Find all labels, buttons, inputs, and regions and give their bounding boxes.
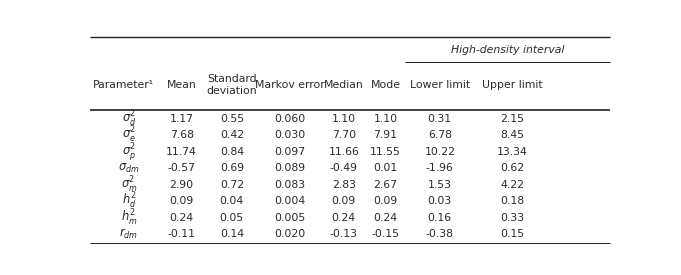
Text: 0.62: 0.62 [501, 163, 524, 173]
Text: $h_m^2$: $h_m^2$ [121, 208, 137, 228]
Text: 1.10: 1.10 [373, 114, 398, 123]
Text: 0.09: 0.09 [170, 196, 194, 206]
Text: 0.04: 0.04 [220, 196, 244, 206]
Text: 11.66: 11.66 [328, 147, 359, 157]
Text: 0.15: 0.15 [501, 229, 524, 239]
Text: 0.03: 0.03 [428, 196, 452, 206]
Text: Mode: Mode [370, 80, 400, 90]
Text: -0.11: -0.11 [168, 229, 195, 239]
Text: Parameter¹: Parameter¹ [93, 80, 154, 90]
Text: 2.90: 2.90 [170, 180, 194, 190]
Text: 7.68: 7.68 [170, 130, 193, 140]
Text: High-density interval: High-density interval [452, 45, 565, 55]
Text: 0.020: 0.020 [274, 229, 306, 239]
Text: -0.38: -0.38 [426, 229, 454, 239]
Text: $\sigma_e^2$: $\sigma_e^2$ [122, 125, 136, 145]
Text: 0.16: 0.16 [428, 213, 452, 223]
Text: 0.097: 0.097 [274, 147, 306, 157]
Text: 2.83: 2.83 [332, 180, 355, 190]
Text: 2.67: 2.67 [373, 180, 398, 190]
Text: Markov error: Markov error [255, 80, 325, 90]
Text: 0.69: 0.69 [220, 163, 244, 173]
Text: $h_d^2$: $h_d^2$ [122, 191, 136, 211]
Text: Mean: Mean [167, 80, 197, 90]
Text: $\sigma_m^2$: $\sigma_m^2$ [121, 175, 137, 195]
Text: 0.089: 0.089 [274, 163, 306, 173]
Text: -0.57: -0.57 [168, 163, 195, 173]
Text: 0.18: 0.18 [501, 196, 524, 206]
Text: 0.060: 0.060 [274, 114, 306, 123]
Text: Standard
deviation: Standard deviation [206, 74, 257, 96]
Text: Lower limit: Lower limit [410, 80, 470, 90]
Text: 0.31: 0.31 [428, 114, 452, 123]
Text: 11.55: 11.55 [370, 147, 401, 157]
Text: 0.84: 0.84 [220, 147, 244, 157]
Text: 0.01: 0.01 [373, 163, 398, 173]
Text: $r_{dm}$: $r_{dm}$ [119, 227, 138, 241]
Text: 7.70: 7.70 [332, 130, 355, 140]
Text: Upper limit: Upper limit [482, 80, 543, 90]
Text: 0.55: 0.55 [220, 114, 244, 123]
Text: 1.53: 1.53 [428, 180, 452, 190]
Text: $\sigma_{dm}$: $\sigma_{dm}$ [118, 162, 140, 175]
Text: 0.24: 0.24 [332, 213, 355, 223]
Text: Median: Median [324, 80, 364, 90]
Text: 0.09: 0.09 [373, 196, 398, 206]
Text: 0.083: 0.083 [274, 180, 306, 190]
Text: 0.14: 0.14 [220, 229, 244, 239]
Text: -0.15: -0.15 [371, 229, 400, 239]
Text: 1.10: 1.10 [332, 114, 355, 123]
Text: 7.91: 7.91 [373, 130, 398, 140]
Text: 0.72: 0.72 [220, 180, 244, 190]
Text: 0.33: 0.33 [501, 213, 524, 223]
Text: 0.005: 0.005 [274, 213, 306, 223]
Text: 13.34: 13.34 [497, 147, 528, 157]
Text: 1.17: 1.17 [170, 114, 193, 123]
Text: 4.22: 4.22 [501, 180, 524, 190]
Text: -0.13: -0.13 [330, 229, 358, 239]
Text: 8.45: 8.45 [501, 130, 524, 140]
Text: 0.004: 0.004 [274, 196, 306, 206]
Text: 2.15: 2.15 [501, 114, 524, 123]
Text: 10.22: 10.22 [424, 147, 456, 157]
Text: 0.09: 0.09 [332, 196, 356, 206]
Text: 11.74: 11.74 [166, 147, 197, 157]
Text: 0.42: 0.42 [220, 130, 244, 140]
Text: 0.030: 0.030 [274, 130, 306, 140]
Text: 0.24: 0.24 [373, 213, 398, 223]
Text: $\sigma_p^2$: $\sigma_p^2$ [122, 141, 136, 163]
Text: 0.05: 0.05 [220, 213, 244, 223]
Text: 6.78: 6.78 [428, 130, 452, 140]
Text: $\sigma_d^2$: $\sigma_d^2$ [122, 109, 136, 129]
Text: 0.24: 0.24 [170, 213, 194, 223]
Text: -0.49: -0.49 [330, 163, 358, 173]
Text: -1.96: -1.96 [426, 163, 454, 173]
